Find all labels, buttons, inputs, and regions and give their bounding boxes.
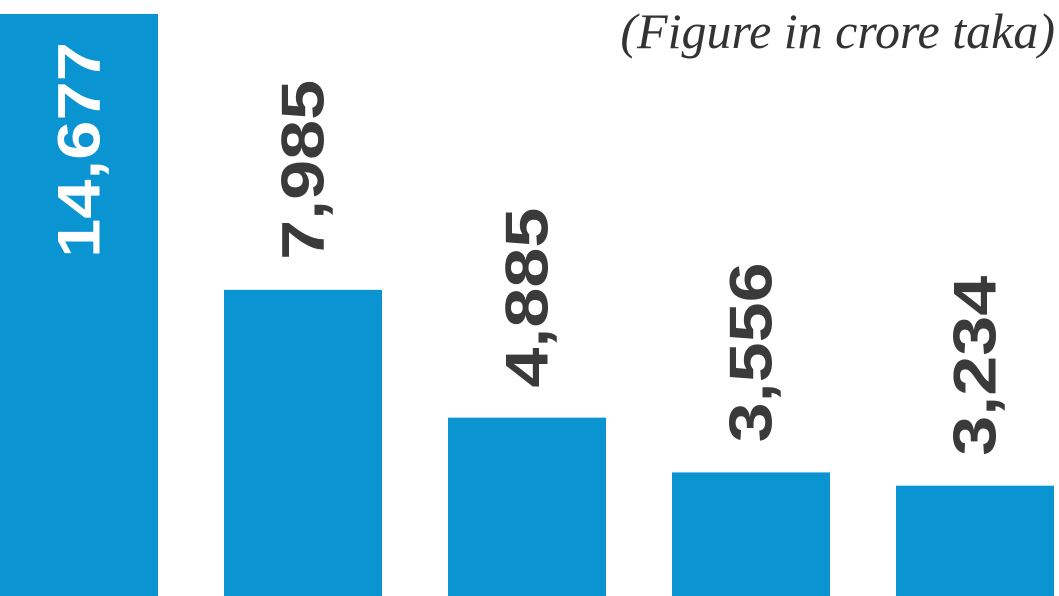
- bar: [896, 485, 1054, 596]
- value-label: 3,556: [718, 262, 785, 442]
- chart-subtitle: (Figure in crore taka): [620, 3, 1055, 59]
- bar: [0, 14, 158, 596]
- value-label: 3,234: [942, 275, 1009, 456]
- value-label: 14,677: [46, 42, 113, 258]
- value-label: 4,885: [494, 208, 561, 388]
- bar: [672, 472, 830, 596]
- value-label: 7,985: [270, 80, 337, 260]
- bar: [224, 289, 382, 596]
- bar: [448, 417, 606, 596]
